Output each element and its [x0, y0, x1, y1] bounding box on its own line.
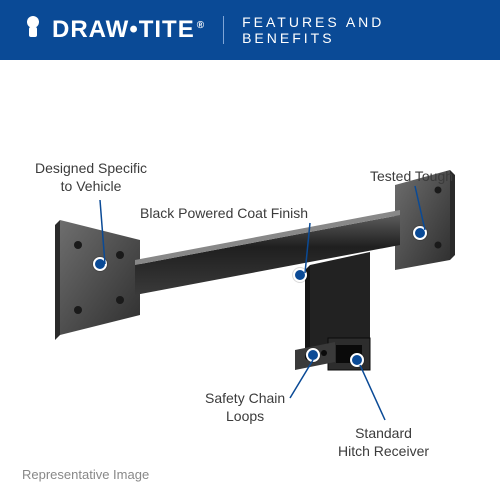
callout-label-designed: Designed Specificto Vehicle: [35, 160, 147, 195]
content-area: Designed Specificto Vehicle Tested Tough B…: [0, 60, 500, 500]
header-subtitle: FEATURES AND BENEFITS: [242, 14, 480, 46]
callout-label-loops: Safety ChainLoops: [205, 390, 285, 425]
callout-marker-designed: [93, 257, 107, 271]
callout-label-finish: Black Powered Coat Finish: [140, 205, 308, 223]
callout-label-tested: Tested Tough: [370, 168, 453, 186]
left-bracket: [55, 220, 140, 340]
callout-label-receiver: StandardHitch Receiver: [338, 425, 429, 460]
header-divider: [223, 16, 224, 44]
brand-logo: DRAW•TITE®: [20, 14, 205, 47]
hitch-ball-icon: [20, 14, 46, 47]
header-bar: DRAW•TITE® FEATURES AND BENEFITS: [0, 0, 500, 60]
callout-marker-loops: [306, 348, 320, 362]
callout-marker-tested: [413, 226, 427, 240]
brand-name: DRAW•TITE®: [52, 16, 205, 44]
footer-caption: Representative Image: [22, 467, 149, 482]
callout-marker-receiver: [350, 353, 364, 367]
callout-marker-finish: [293, 268, 307, 282]
